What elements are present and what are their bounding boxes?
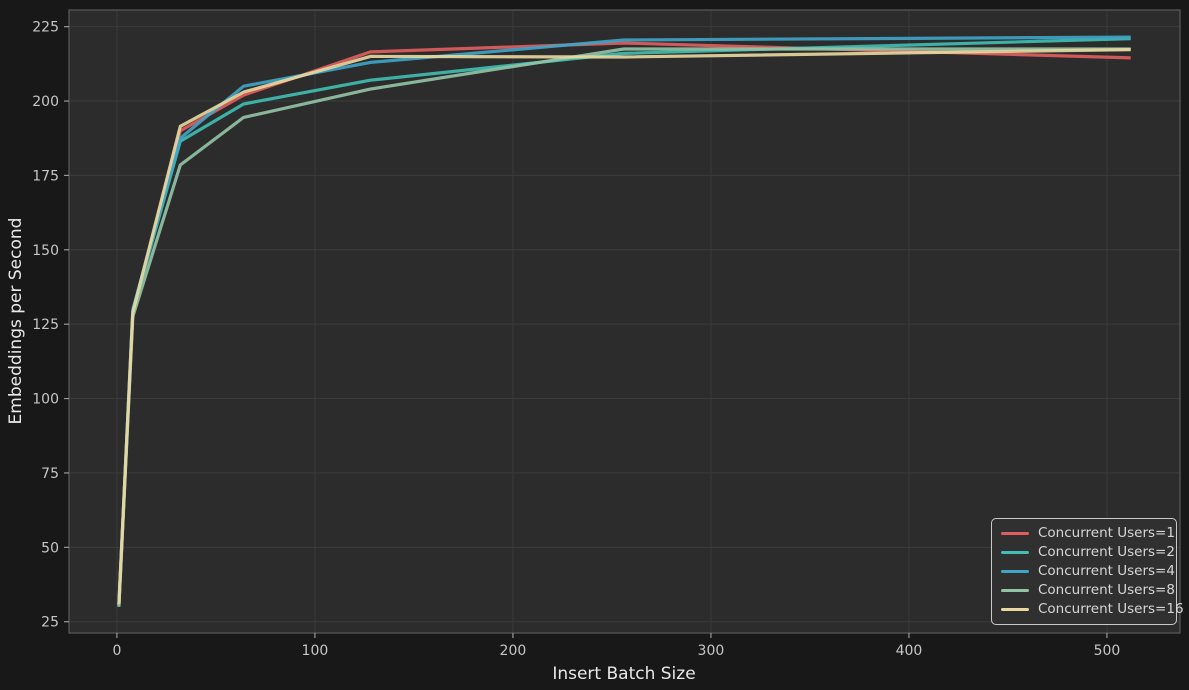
legend-swatch-concurrent-users-16 xyxy=(1001,607,1029,612)
x-tick-label: 400 xyxy=(896,643,923,659)
y-axis-title: Embeddings per Second xyxy=(6,218,26,425)
series-lines xyxy=(117,35,1131,607)
y-tick-label: 150 xyxy=(32,243,59,259)
x-tick-label: 100 xyxy=(302,643,329,659)
y-tick-label: 175 xyxy=(32,168,59,184)
x-tick-label: 500 xyxy=(1094,643,1121,659)
legend-label: Concurrent Users=2 xyxy=(1038,543,1175,560)
legend-entry-concurrent-users-4: Concurrent Users=4 xyxy=(1001,564,1175,579)
legend-swatch-concurrent-users-8 xyxy=(1001,588,1029,593)
gridlines xyxy=(69,10,1180,633)
legend-label: Concurrent Users=8 xyxy=(1038,581,1175,598)
y-tick-label: 75 xyxy=(41,466,59,482)
y-tick-label: 125 xyxy=(32,317,59,333)
y-tick-label: 25 xyxy=(41,615,59,631)
y-axis-tick-labels: 25 50 75 100 125 150 175 200 225 xyxy=(32,20,59,631)
legend-label: Concurrent Users=1 xyxy=(1038,524,1175,541)
tick-marks xyxy=(64,26,1108,638)
legend-swatch-concurrent-users-2 xyxy=(1001,550,1029,555)
y-tick-label: 50 xyxy=(41,540,59,556)
legend-entry-concurrent-users-8: Concurrent Users=8 xyxy=(1001,583,1175,598)
x-axis-title: Insert Batch Size xyxy=(552,664,695,684)
legend-label: Concurrent Users=4 xyxy=(1038,562,1175,579)
x-tick-label: 200 xyxy=(500,643,527,659)
legend-swatch-concurrent-users-1 xyxy=(1001,531,1029,536)
legend-label: Concurrent Users=16 xyxy=(1038,600,1184,617)
y-tick-label: 200 xyxy=(32,94,59,110)
x-tick-label: 300 xyxy=(698,643,725,659)
y-tick-label: 100 xyxy=(32,392,59,408)
legend-entry-concurrent-users-1: Concurrent Users=1 xyxy=(1001,526,1175,541)
legend-entry-concurrent-users-16: Concurrent Users=16 xyxy=(1001,602,1184,617)
legend-swatch-concurrent-users-4 xyxy=(1001,569,1029,574)
x-tick-label: 0 xyxy=(112,643,121,659)
y-tick-label: 225 xyxy=(32,20,59,36)
x-axis-tick-labels: 0 100 200 300 400 500 xyxy=(112,643,1120,659)
legend-entry-concurrent-users-2: Concurrent Users=2 xyxy=(1001,545,1175,560)
legend: Concurrent Users=1 Concurrent Users=2 Conc… xyxy=(991,518,1184,625)
plot-border xyxy=(68,9,1181,634)
series-line-concurrent-users-16 xyxy=(117,48,1131,604)
